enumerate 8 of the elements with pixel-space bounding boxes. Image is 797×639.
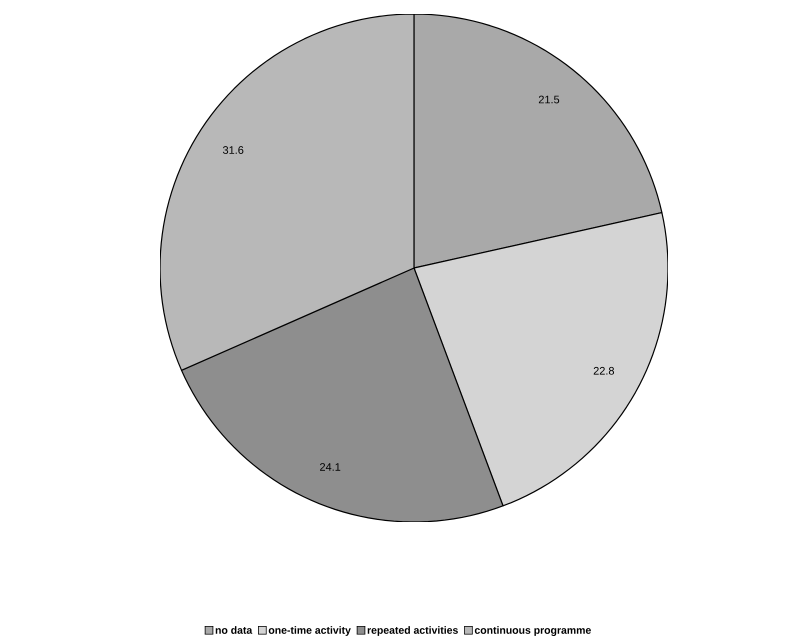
data-label: 21.5 — [538, 95, 560, 104]
legend-label: continuous programme — [474, 626, 591, 636]
legend-label: one-time activity — [268, 626, 351, 636]
legend-label: repeated activities — [368, 626, 458, 636]
data-label: 31.6 — [222, 146, 244, 154]
legend-label: no data — [216, 626, 252, 634]
data-label: 22.8 — [594, 366, 614, 375]
data-label: 24.1 — [320, 462, 340, 471]
